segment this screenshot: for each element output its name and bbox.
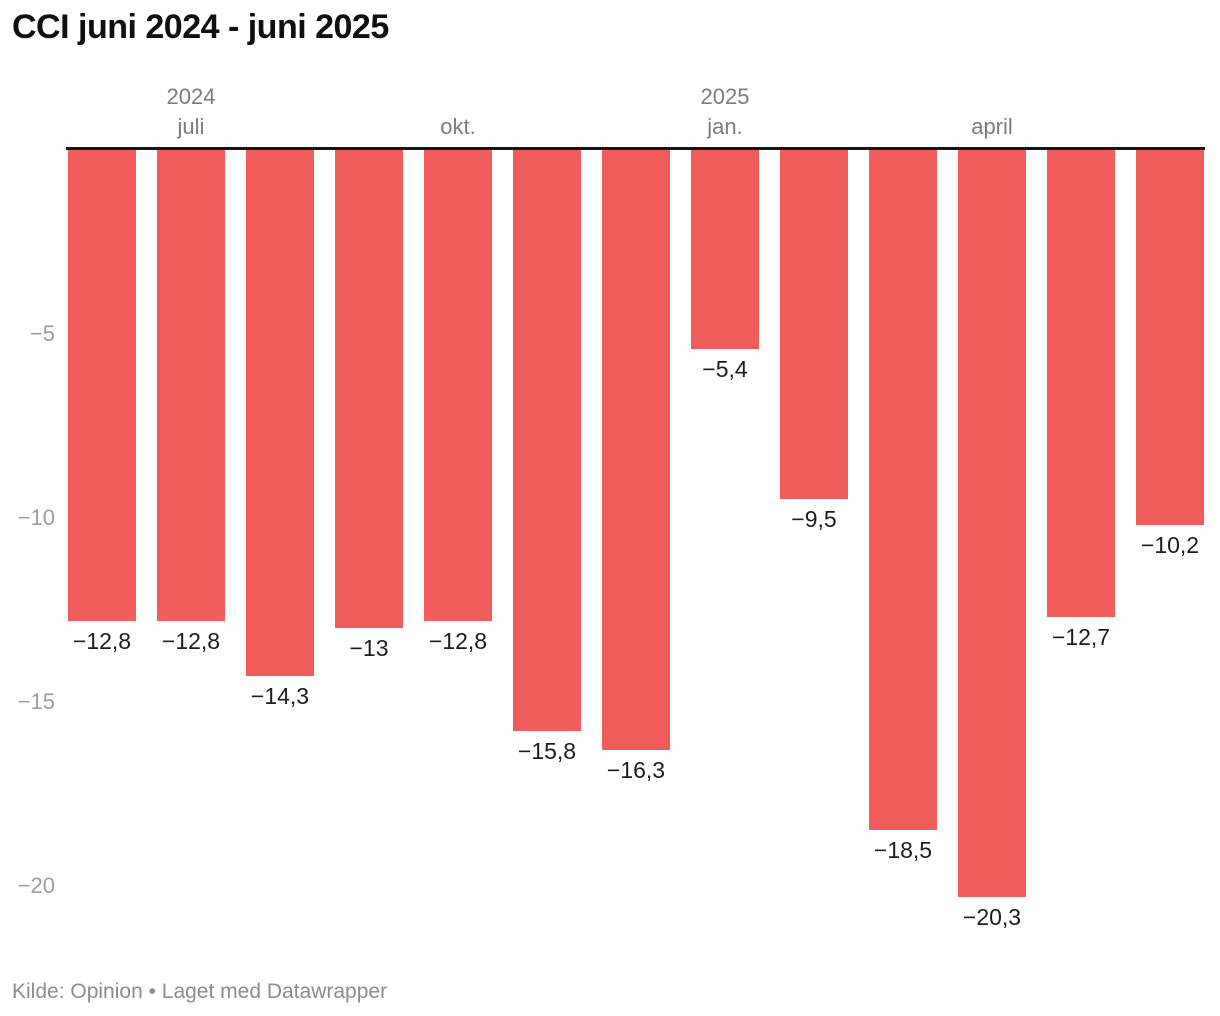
- bar-value-label: −12,8: [72, 628, 132, 654]
- bar-value-label: −20,3: [962, 904, 1022, 930]
- x-axis-month-label: juli: [177, 114, 205, 139]
- y-axis-tick-label: −20: [17, 872, 55, 898]
- bar[interactable]: [246, 150, 314, 676]
- bar-value-label: −5,4: [702, 356, 748, 382]
- bar-value-label: −12,8: [161, 628, 221, 654]
- y-axis-tick-label: −5: [29, 320, 55, 346]
- source-note: Kilde: Opinion • Laget med Datawrapper: [12, 980, 388, 1003]
- x-axis-month-label: okt.: [440, 114, 476, 139]
- bar[interactable]: [1047, 150, 1115, 617]
- bar-value-label: −12,7: [1051, 624, 1111, 650]
- bar[interactable]: [869, 150, 937, 830]
- bar-value-label: −13: [349, 635, 389, 661]
- chart-title: CCI juni 2024 - juni 2025: [12, 8, 389, 46]
- bar[interactable]: [1136, 150, 1204, 525]
- bar[interactable]: [68, 150, 136, 621]
- bar[interactable]: [513, 150, 581, 731]
- bar-value-label: −18,5: [873, 837, 933, 863]
- bar-value-label: −9,5: [791, 506, 837, 532]
- bar[interactable]: [602, 150, 670, 750]
- bar[interactable]: [780, 150, 848, 499]
- x-axis-year-label: 2024: [166, 84, 216, 109]
- bar[interactable]: [691, 150, 759, 349]
- x-axis-month-label: jan.: [707, 114, 743, 139]
- bar-value-label: −10,2: [1140, 532, 1200, 558]
- zero-baseline: [66, 147, 1205, 150]
- y-axis-tick-label: −15: [17, 688, 55, 714]
- bar[interactable]: [335, 150, 403, 628]
- bar-value-label: −15,8: [517, 738, 577, 764]
- bar-value-label: −12,8: [428, 628, 488, 654]
- x-axis-year-label: 2025: [700, 84, 750, 109]
- x-axis-month-label: april: [971, 114, 1013, 139]
- bar[interactable]: [157, 150, 225, 621]
- bar[interactable]: [424, 150, 492, 621]
- bar-value-label: −16,3: [606, 757, 666, 783]
- y-axis-tick-label: −10: [17, 504, 55, 530]
- bar-value-label: −14,3: [250, 683, 310, 709]
- bar[interactable]: [958, 150, 1026, 897]
